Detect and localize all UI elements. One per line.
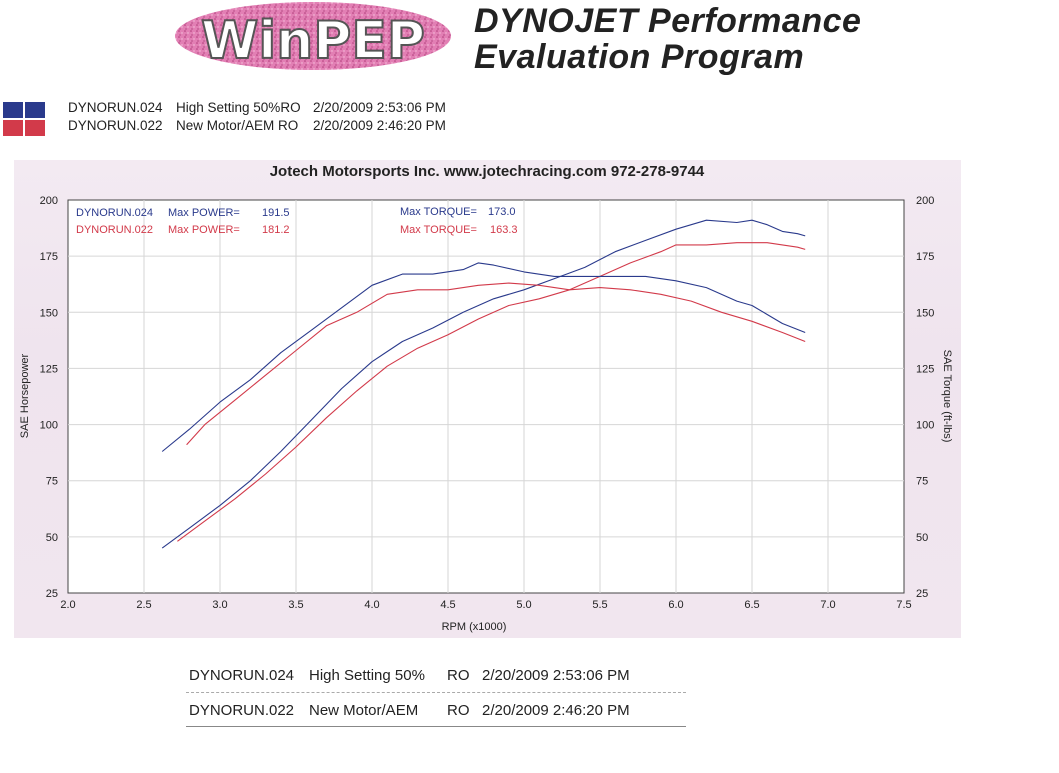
run-date: 2/20/2009 2:46:20 PM bbox=[313, 118, 446, 133]
y2-tick-label: 175 bbox=[916, 251, 934, 263]
y2-tick-label: 75 bbox=[916, 476, 928, 488]
x-tick-label: 4.0 bbox=[364, 599, 379, 611]
y-tick-label: 175 bbox=[40, 251, 58, 263]
run-id: DYNORUN.022 bbox=[189, 702, 295, 719]
y2-tick-label: 50 bbox=[916, 532, 928, 544]
divider bbox=[186, 726, 686, 727]
x-tick-label: 7.5 bbox=[896, 599, 911, 611]
x-tick-label: 5.5 bbox=[592, 599, 607, 611]
grid bbox=[68, 200, 904, 593]
annotation-run-label: DYNORUN.024 bbox=[76, 207, 153, 219]
y-tick-label: 25 bbox=[46, 588, 58, 600]
y2-tick-label: 200 bbox=[916, 195, 934, 207]
x-tick-label: 2.5 bbox=[136, 599, 151, 611]
annotation-power-value: 181.2 bbox=[262, 224, 290, 236]
annotation-run-label: DYNORUN.022 bbox=[76, 224, 153, 236]
annotation-torque-value: 173.0 bbox=[488, 206, 516, 218]
annotation-torque-value: 163.3 bbox=[490, 224, 518, 236]
run-row: DYNORUN.022 New Motor/AEM RO 2/20/2009 2:4… bbox=[68, 118, 446, 133]
run-date: 2/20/2009 2:53:06 PM bbox=[482, 667, 630, 684]
x-tick-label: 7.0 bbox=[820, 599, 835, 611]
annotation-torque-label: Max TORQUE= bbox=[400, 224, 477, 236]
y2-tick-label: 150 bbox=[916, 307, 934, 319]
bottom-run-row: DYNORUN.024 High Setting 50% RO 2/20/2009 2… bbox=[189, 667, 630, 684]
y2-tick-labels: 25 50 75 100 125 150 175 200 bbox=[916, 195, 934, 600]
bottom-run-row: DYNORUN.022 New Motor/AEM RO 2/20/2009 2:46… bbox=[189, 702, 630, 719]
y2-tick-label: 25 bbox=[916, 588, 928, 600]
run-date: 2/20/2009 2:46:20 PM bbox=[482, 702, 630, 719]
run-id: DYNORUN.022 bbox=[68, 118, 163, 133]
annotation-power-label: Max POWER= bbox=[168, 224, 240, 236]
y-tick-label: 100 bbox=[40, 420, 58, 432]
y-tick-label: 50 bbox=[46, 532, 58, 544]
x-axis-label: RPM (x1000) bbox=[442, 621, 507, 633]
logo-text: WinPEP bbox=[201, 11, 425, 71]
x-tick-label: 3.0 bbox=[212, 599, 227, 611]
y-axis-label: SAE Horsepower bbox=[19, 353, 31, 438]
run-ro: RO bbox=[447, 702, 470, 719]
y-tick-label: 150 bbox=[40, 307, 58, 319]
x-tick-label: 6.5 bbox=[744, 599, 759, 611]
series-line-dynorun-022-torque bbox=[186, 282, 806, 446]
annotation-power-label: Max POWER= bbox=[168, 207, 240, 219]
run-desc: High Setting 50%RO bbox=[176, 100, 301, 115]
dyno-chart: Jotech Motorsports Inc. www.jotechracing… bbox=[19, 163, 953, 633]
swatch-run024-a bbox=[3, 102, 23, 118]
series-lines bbox=[161, 219, 806, 549]
annotation-power-value: 191.5 bbox=[262, 207, 290, 219]
run-desc: New Motor/AEM bbox=[309, 702, 419, 719]
run-desc: High Setting 50% bbox=[309, 667, 425, 684]
divider bbox=[186, 692, 686, 693]
run-row: DYNORUN.024 High Setting 50%RO 2/20/2009 2… bbox=[68, 100, 446, 115]
run-date: 2/20/2009 2:53:06 PM bbox=[313, 100, 446, 115]
y2-tick-label: 125 bbox=[916, 363, 934, 375]
annotation-torque-label: Max TORQUE= bbox=[400, 206, 477, 218]
run-color-swatches bbox=[3, 102, 45, 136]
x-tick-label: 5.0 bbox=[516, 599, 531, 611]
page-title-line1: DYNOJET Performance bbox=[474, 2, 862, 40]
run-id: DYNORUN.024 bbox=[189, 667, 295, 684]
run-ro: RO bbox=[447, 667, 470, 684]
y-tick-label: 125 bbox=[40, 363, 58, 375]
y2-tick-label: 100 bbox=[916, 420, 934, 432]
y-tick-labels: 25 50 75 100 125 150 175 200 bbox=[40, 195, 58, 600]
x-tick-label: 2.0 bbox=[60, 599, 75, 611]
winpep-logo: WinPEP bbox=[172, 0, 454, 72]
swatch-run022-a bbox=[3, 120, 23, 136]
run-id: DYNORUN.024 bbox=[68, 100, 163, 115]
plot-area bbox=[67, 199, 905, 594]
run-desc: New Motor/AEM RO bbox=[176, 118, 299, 133]
x-tick-labels: 2.0 2.5 3.0 3.5 4.0 4.5 5.0 5.5 6.0 6.5 7.0 7.5 bbox=[60, 599, 911, 611]
series-line-dynorun-024-power bbox=[161, 219, 806, 549]
y-tick-label: 200 bbox=[40, 195, 58, 207]
y2-axis-label: SAE Torque (ft-lbs) bbox=[941, 350, 953, 443]
chart-title: Jotech Motorsports Inc. www.jotechracing… bbox=[270, 163, 705, 180]
series-line-dynorun-024-torque bbox=[161, 262, 806, 452]
swatch-run024-b bbox=[25, 102, 45, 118]
x-tick-label: 4.5 bbox=[440, 599, 455, 611]
swatch-run022-b bbox=[25, 120, 45, 136]
y-tick-label: 75 bbox=[46, 476, 58, 488]
series-line-dynorun-022-power bbox=[177, 242, 806, 542]
x-tick-label: 6.0 bbox=[668, 599, 683, 611]
x-tick-label: 3.5 bbox=[288, 599, 303, 611]
page-title-line2: Evaluation Program bbox=[474, 38, 805, 76]
